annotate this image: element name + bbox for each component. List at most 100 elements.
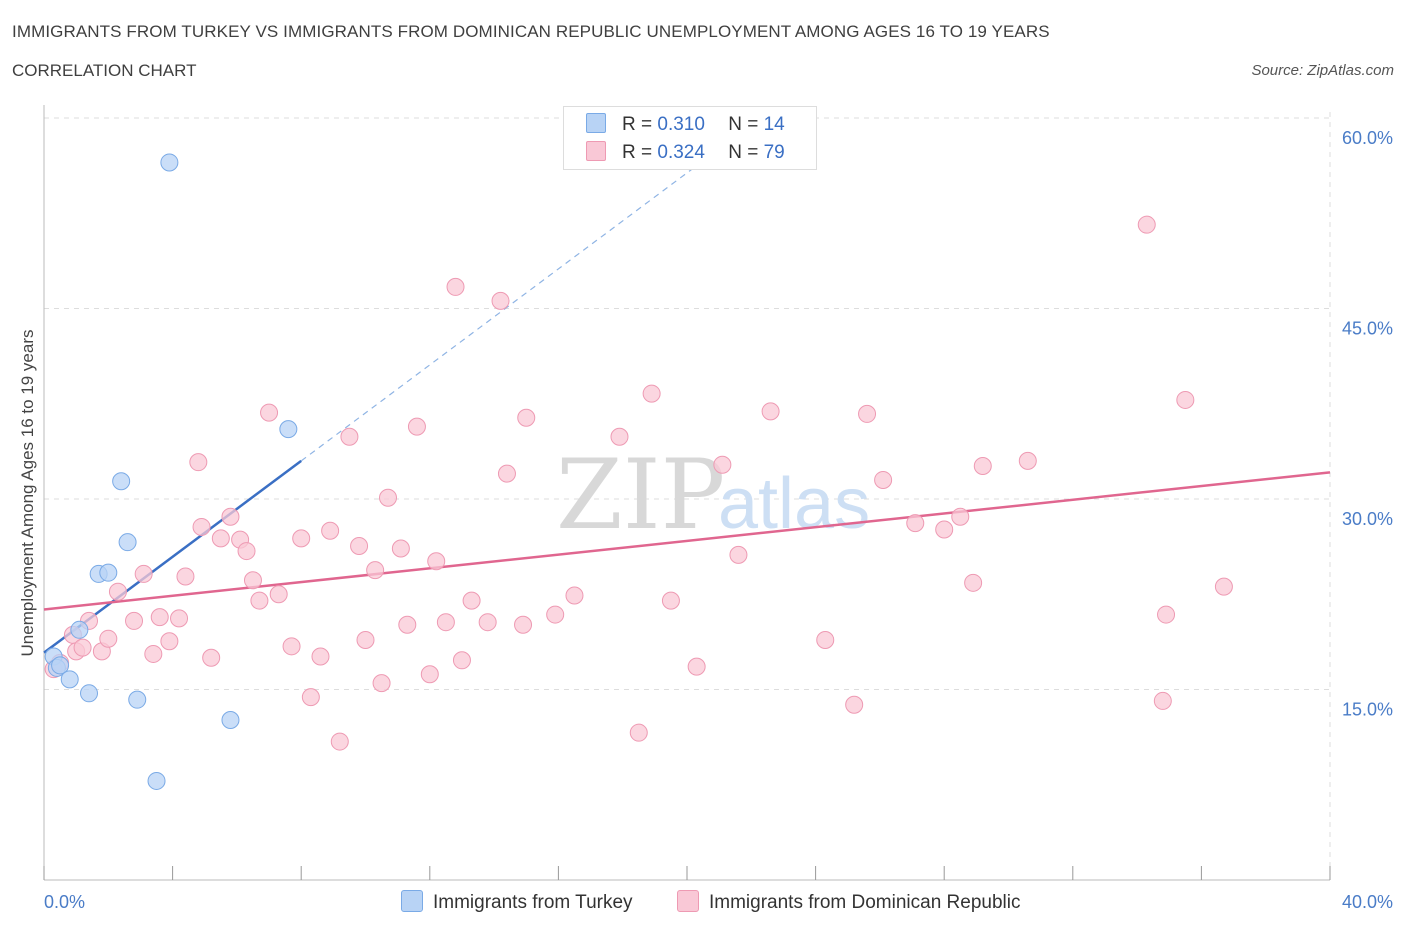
dominican-point	[237, 542, 256, 561]
dominican-point	[170, 609, 189, 628]
dominican-point	[610, 427, 629, 446]
legend-n-value-dominican: 79	[763, 142, 785, 163]
turkey-swatch	[586, 113, 606, 133]
dominican-point	[301, 688, 320, 707]
dominican-point	[935, 520, 954, 539]
dominican-point	[565, 586, 584, 605]
dominican-point	[372, 674, 391, 693]
dominican-point	[321, 521, 340, 540]
dominican-point	[202, 648, 221, 667]
dominican-point	[144, 644, 163, 663]
dominican-point	[99, 629, 118, 648]
dominican-point	[491, 291, 510, 310]
dominican-point	[176, 567, 195, 586]
dominican-point	[108, 582, 127, 601]
dominican-point	[1153, 691, 1172, 710]
dominican-point	[398, 615, 417, 634]
chart-subtitle: CORRELATION CHART	[12, 61, 197, 80]
dominican-point	[366, 561, 385, 580]
dominican-point	[973, 456, 992, 475]
y-tick-label: 30.0%	[1342, 509, 1393, 529]
dominican-point	[452, 651, 471, 670]
turkey-point	[80, 684, 99, 703]
dominican-point	[761, 402, 780, 421]
turkey-point	[118, 533, 137, 552]
dominican-point	[125, 611, 144, 630]
correlation-legend: R = 0.310 N = 14 R = 0.324 N = 79	[563, 106, 817, 170]
dominican-swatch	[677, 890, 699, 912]
data-points	[44, 153, 1233, 790]
dominican-point	[379, 488, 398, 507]
dominican-point	[874, 470, 893, 489]
dominican-swatch	[586, 141, 606, 161]
dominican-point	[250, 591, 269, 610]
dominican-point	[269, 585, 288, 604]
dominican-point	[1157, 605, 1176, 624]
dominican-point	[160, 632, 179, 651]
dominican-point	[446, 277, 465, 296]
turkey-point	[221, 710, 240, 729]
dominican-point	[661, 591, 680, 610]
legend-n-value-turkey: 14	[763, 114, 785, 135]
dominican-point	[427, 552, 446, 571]
x-tick-label-max: 40.0%	[1342, 892, 1393, 912]
turkey-point	[99, 563, 118, 582]
turkey-point	[60, 670, 79, 689]
legend-row-turkey: R = 0.310 N = 14	[586, 113, 785, 135]
dominican-point	[729, 545, 748, 564]
turkey-point	[70, 620, 89, 639]
y-axis-label: Unemployment Among Ages 16 to 19 years	[18, 330, 37, 657]
dominican-point	[407, 417, 426, 436]
dominican-point	[260, 403, 279, 422]
dominican-point	[816, 630, 835, 649]
legend-r-value-dominican: 0.324	[657, 142, 705, 163]
legend-n-label: N =	[728, 142, 759, 163]
dominican-point	[1176, 390, 1195, 409]
source-credit: Source: ZipAtlas.com	[1251, 62, 1394, 79]
turkey-point	[51, 656, 70, 675]
dominican-point	[1137, 215, 1156, 234]
y-tick-label: 60.0%	[1342, 128, 1393, 148]
watermark-zip: ZIP	[556, 439, 725, 551]
legend-r-label: R =	[622, 142, 653, 163]
x-tick-label-min: 0.0%	[44, 892, 85, 912]
dominican-point	[243, 571, 262, 590]
dominican-point	[845, 695, 864, 714]
trend-lines	[43, 155, 1331, 654]
dominican-point	[356, 630, 375, 649]
dominican-point	[150, 608, 169, 627]
bottom-legend-dominican: Immigrants from Dominican Republic	[677, 890, 1021, 914]
axes	[43, 105, 1331, 881]
dominican-point	[330, 732, 349, 751]
dominican-point	[642, 384, 661, 403]
dominican-point	[1018, 451, 1037, 470]
legend-label-turkey: Immigrants from Turkey	[433, 892, 633, 913]
watermark: ZIP atlas	[556, 439, 870, 551]
legend-r-value-turkey: 0.310	[657, 114, 705, 135]
dominican-point	[73, 638, 92, 657]
dominican-point	[713, 455, 732, 474]
turkey-swatch	[401, 890, 423, 912]
dominican-point	[951, 507, 970, 526]
dominican-point	[629, 723, 648, 742]
watermark-atlas: atlas	[718, 464, 870, 544]
dominican-point	[340, 427, 359, 446]
chart-title: IMMIGRANTS FROM TURKEY VS IMMIGRANTS FRO…	[12, 22, 1050, 41]
turkey-point	[128, 690, 147, 709]
dominican-point	[211, 529, 230, 548]
turkey-point	[147, 771, 166, 790]
turkey-point	[279, 420, 298, 439]
dominican-point	[497, 464, 516, 483]
dominican-point	[546, 605, 565, 624]
dominican-point	[134, 564, 153, 583]
legend-label-dominican: Immigrants from Dominican Republic	[709, 892, 1021, 913]
legend-r-label: R =	[622, 114, 653, 135]
dominican-point	[311, 647, 330, 666]
dominican-point	[906, 514, 925, 533]
dominican-point	[391, 539, 410, 558]
turkey-point	[160, 153, 179, 172]
dominican-point	[517, 408, 536, 427]
bottom-legend-turkey: Immigrants from Turkey	[401, 890, 633, 914]
legend-n-label: N =	[728, 114, 759, 135]
